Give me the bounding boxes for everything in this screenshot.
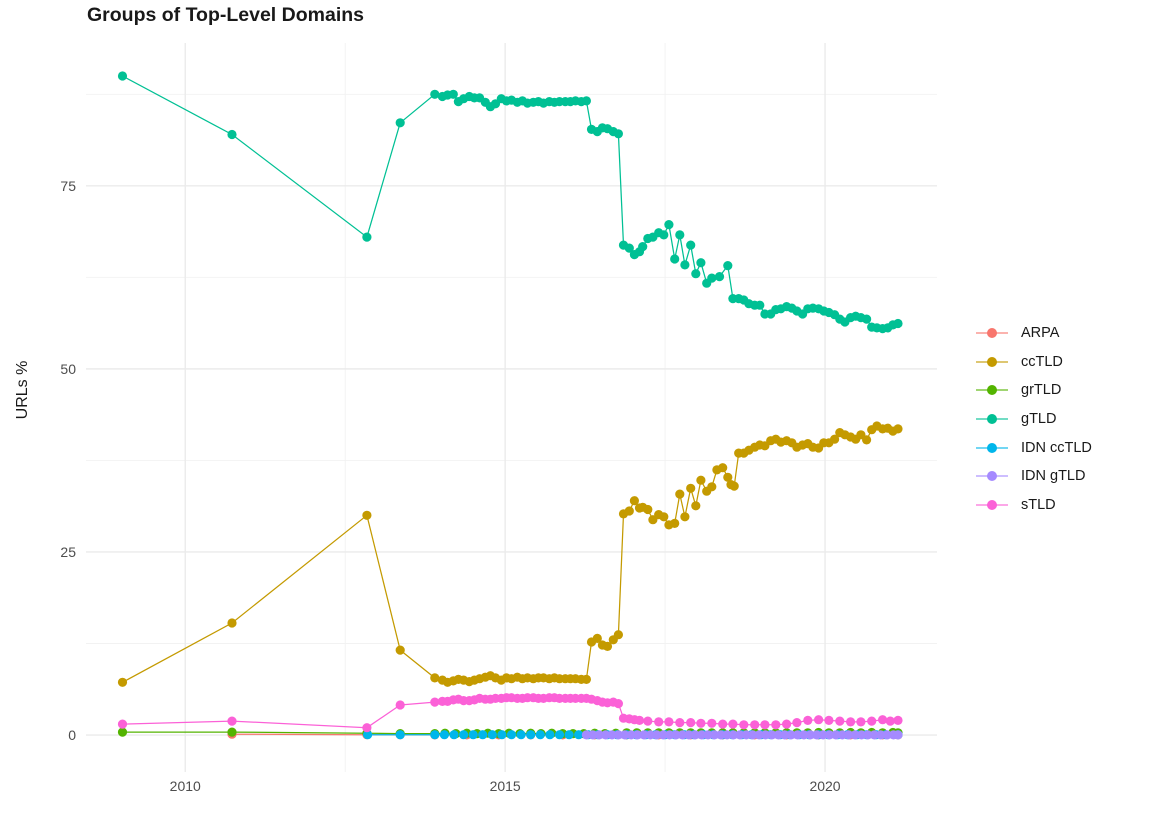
series-line-gTLD xyxy=(122,75,899,330)
legend-item-grTLD: grTLD xyxy=(976,376,1092,405)
legend-item-gTLD: gTLD xyxy=(976,405,1092,434)
y-tick-label: 25 xyxy=(60,543,76,560)
minor-gridlines xyxy=(86,43,937,772)
chart-title: Groups of Top-Level Domains xyxy=(87,4,364,26)
series-line-sTLD xyxy=(122,697,899,729)
legend-label: ARPA xyxy=(1021,325,1060,342)
y-tick-label: 50 xyxy=(60,360,76,377)
legend-key-icon xyxy=(976,356,1008,367)
y-tick-label: 75 xyxy=(60,177,76,194)
legend-key-icon xyxy=(976,328,1008,339)
legend-label: IDN ccTLD xyxy=(1021,439,1092,456)
legend-label: ccTLD xyxy=(1021,353,1063,370)
legend-key-icon xyxy=(976,414,1008,425)
legend-key-icon xyxy=(976,471,1008,482)
series-points-gTLD xyxy=(117,71,903,334)
legend-item-ccTLD: ccTLD xyxy=(976,348,1092,377)
y-axis-title: URLs % xyxy=(14,360,31,420)
series-lines xyxy=(122,75,899,736)
legend-label: grTLD xyxy=(1021,382,1062,399)
legend-item-IDN-ccTLD: IDN ccTLD xyxy=(976,433,1092,462)
major-gridlines xyxy=(86,43,937,772)
legend-label: sTLD xyxy=(1021,496,1056,513)
legend-label: gTLD xyxy=(1021,411,1057,428)
x-tick-label: 2020 xyxy=(809,778,841,794)
legend-key-icon xyxy=(976,499,1008,510)
legend-item-ARPA: ARPA xyxy=(976,319,1092,348)
legend-key-icon xyxy=(976,385,1008,396)
legend-label: IDN gTLD xyxy=(1021,468,1086,485)
y-tick-label: 0 xyxy=(68,727,76,744)
series-points xyxy=(117,71,903,740)
x-tick-label: 2015 xyxy=(489,778,521,794)
x-tick-label: 2010 xyxy=(169,778,201,794)
legend-key-icon xyxy=(976,442,1008,453)
series-points-ccTLD xyxy=(117,421,903,687)
series-points-sTLD xyxy=(117,693,903,733)
series-points-IDN-gTLD xyxy=(581,730,903,740)
legend-item-IDN-gTLD: IDN gTLD xyxy=(976,462,1092,491)
legend: ARPA ccTLD grTLD gTLD IDN ccTLD IDN gTLD sTLD xyxy=(976,319,1092,519)
legend-item-sTLD: sTLD xyxy=(976,491,1092,520)
